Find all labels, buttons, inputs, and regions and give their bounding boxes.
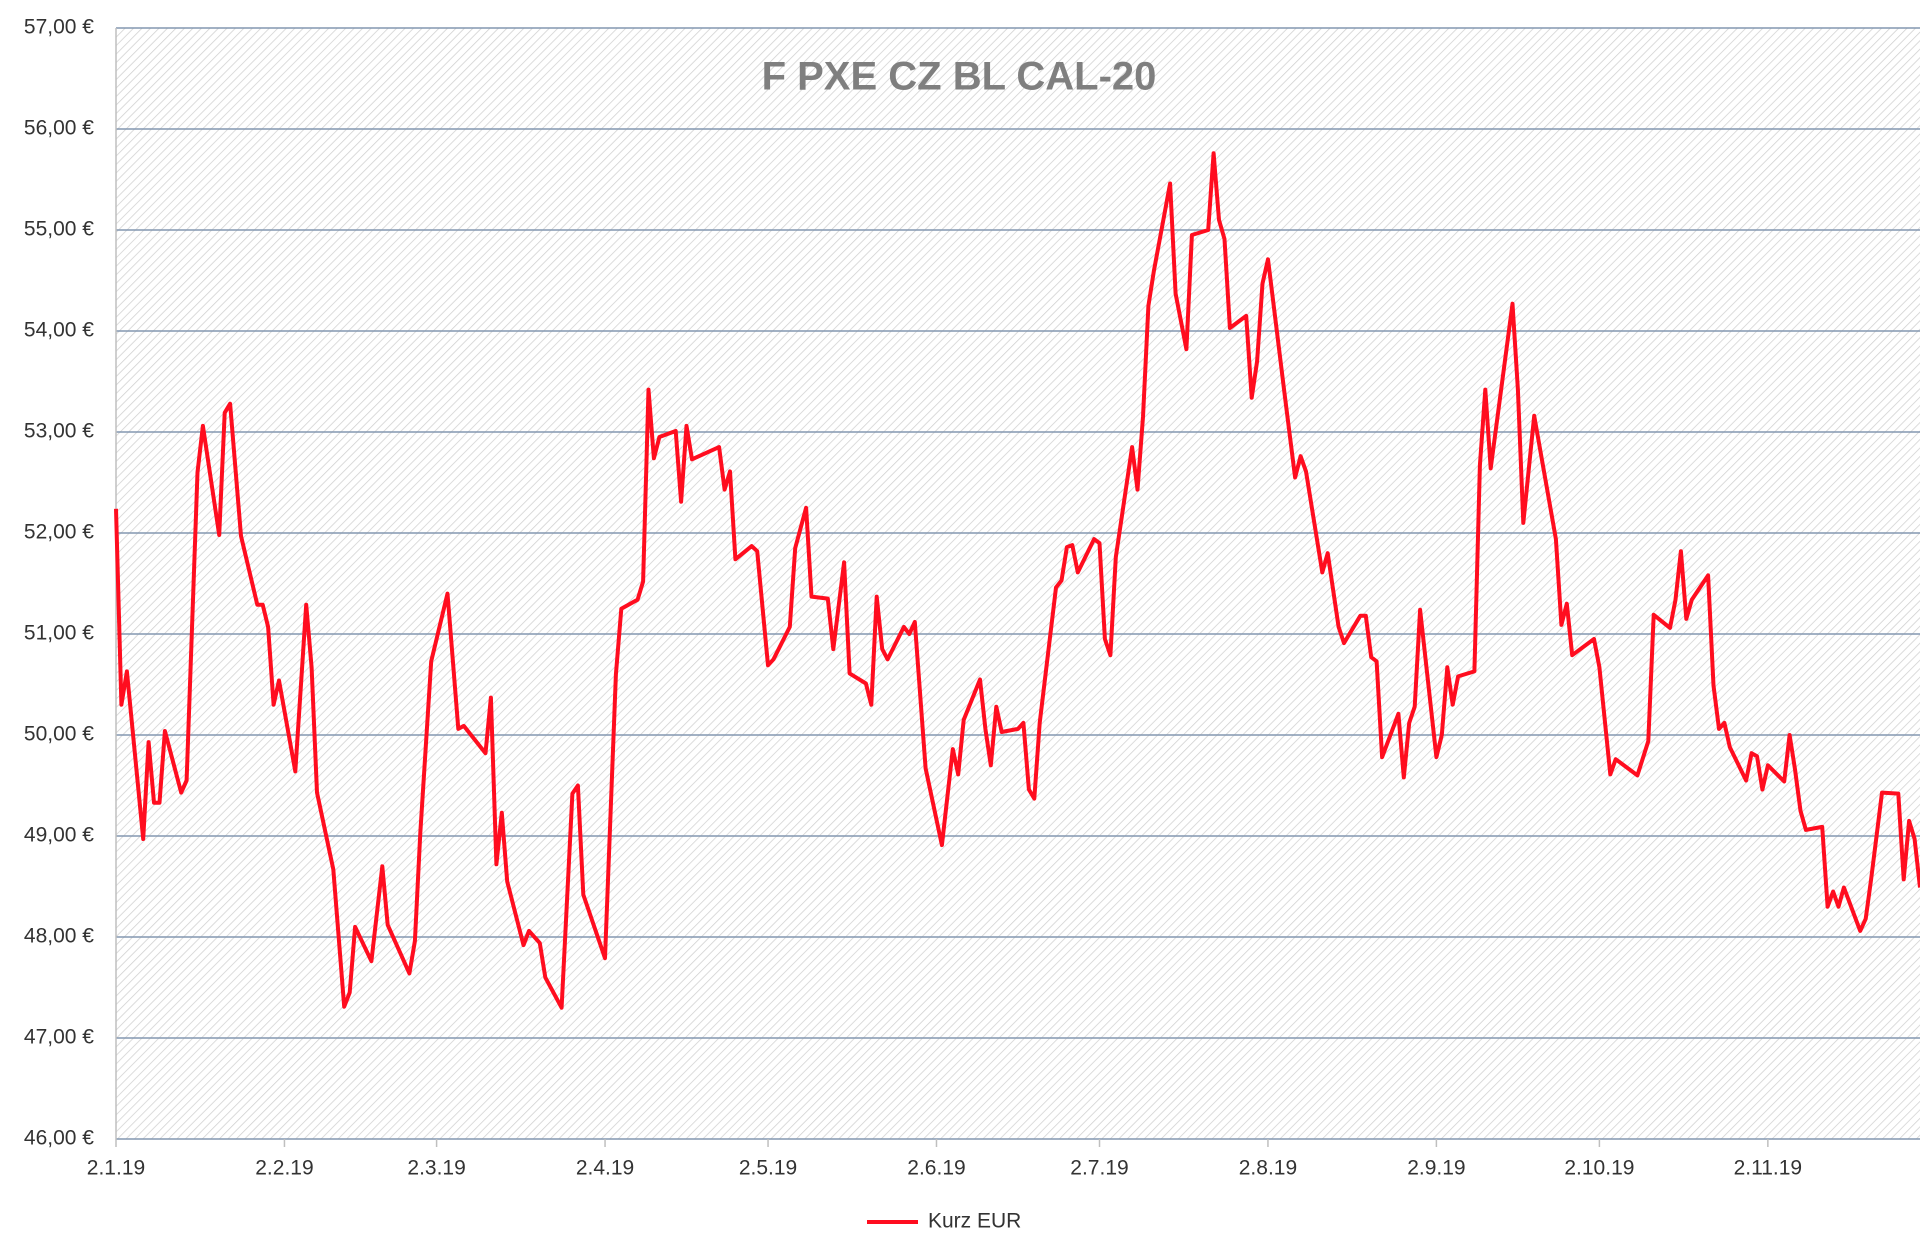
y-tick-label: 56,00 € (24, 117, 94, 140)
x-tick-label: 2.7.19 (1070, 1157, 1128, 1180)
legend-label: Kurz EUR (928, 1210, 1021, 1233)
y-tick-label: 51,00 € (24, 622, 94, 645)
y-tick-label: 54,00 € (24, 319, 94, 342)
y-tick-label: 46,00 € (24, 1127, 94, 1150)
x-tick-label: 2.11.19 (1734, 1157, 1803, 1180)
y-tick-label: 50,00 € (24, 723, 94, 746)
x-tick-label: 2.1.19 (87, 1157, 145, 1180)
data-line (114, 151, 1920, 1010)
chart-title: F PXE CZ BL CAL-20 (762, 55, 1157, 99)
x-tick-label: 2.9.19 (1407, 1157, 1465, 1180)
y-tick-label: 55,00 € (24, 218, 94, 241)
x-tick-label: 2.10.19 (1564, 1157, 1634, 1180)
x-tick-label: 2.5.19 (739, 1157, 797, 1180)
y-tick-label: 47,00 € (24, 1026, 94, 1049)
x-tick-label: 2.6.19 (907, 1157, 965, 1180)
x-tick-label: 2.8.19 (1239, 1157, 1297, 1180)
y-tick-label: 53,00 € (24, 420, 94, 443)
y-tick-label: 49,00 € (24, 824, 94, 847)
y-tick-label: 57,00 € (24, 16, 94, 39)
y-tick-label: 52,00 € (24, 521, 94, 544)
x-tick-label: 2.4.19 (576, 1157, 634, 1180)
x-tick-label: 2.3.19 (407, 1157, 465, 1180)
y-tick-label: 48,00 € (24, 925, 94, 948)
x-tick-label: 2.2.19 (255, 1157, 313, 1180)
plot-area (116, 28, 1920, 1139)
